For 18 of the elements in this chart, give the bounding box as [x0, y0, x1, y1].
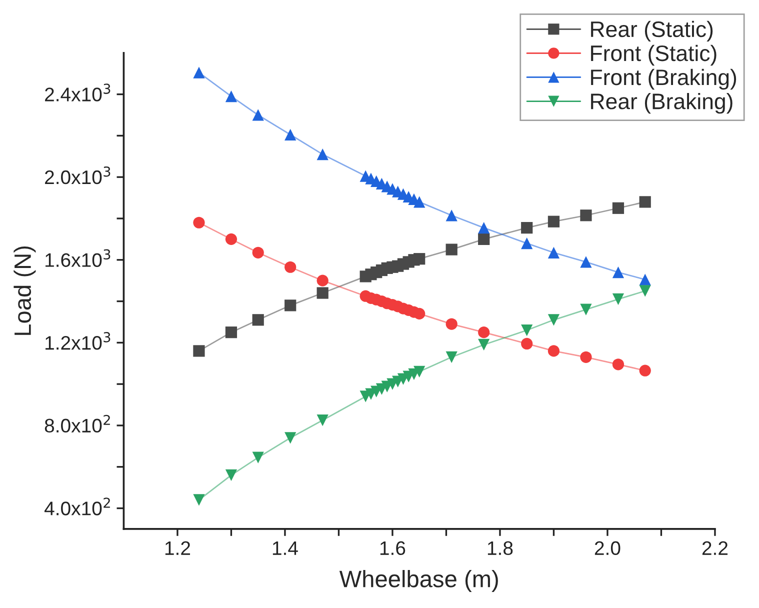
y-tick-label: 8.0x10$^{2}$	[44, 414, 110, 433]
legend-label: Front (Static)	[591, 44, 716, 66]
x-tick-label: 1.4	[272, 541, 298, 555]
y-tick-label: 4.0x10$^{2}$	[44, 498, 110, 516]
y-tick-label: 1.6x10$^{3}$	[46, 249, 110, 267]
y-tick-label: 2.0x10$^{3}$	[45, 166, 110, 184]
x-tick-label: 2.2	[702, 541, 728, 555]
x-tick-label: 1.6	[380, 541, 406, 556]
legend-label: Front (Braking)	[591, 68, 736, 90]
x-tick-label: 2.0	[594, 541, 620, 556]
y-tick-label: 2.4x10$^{3}$	[45, 84, 110, 102]
y-tick-label: 1.2x10$^{3}$	[46, 332, 110, 350]
legend-label: Rear (Braking)	[591, 92, 732, 114]
y-axis-title: Load (N)	[14, 246, 36, 335]
x-tick-label: 1.8	[488, 541, 513, 556]
x-axis-title: Wheelbase (m)	[339, 570, 498, 592]
legend-label: Rear (Static)	[591, 20, 713, 42]
x-tick-label: 1.2	[165, 541, 190, 555]
